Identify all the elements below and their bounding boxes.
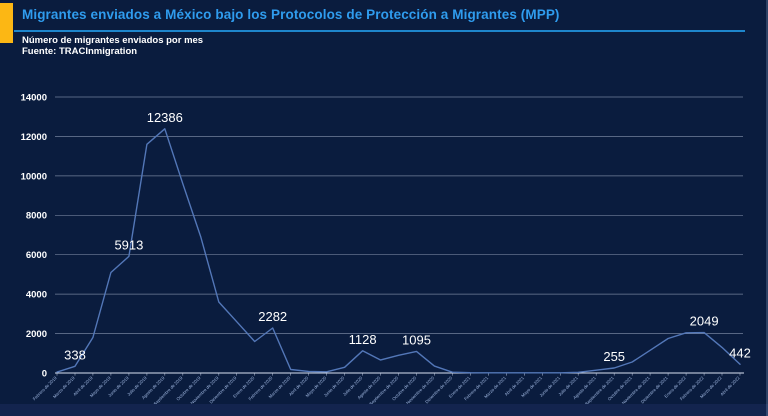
svg-text:8000: 8000 <box>26 211 47 222</box>
svg-text:2000: 2000 <box>26 329 47 340</box>
svg-text:6000: 6000 <box>26 250 47 261</box>
title-underline <box>14 30 745 32</box>
svg-text:2049: 2049 <box>690 314 719 329</box>
svg-text:14000: 14000 <box>21 92 47 103</box>
svg-text:1128: 1128 <box>349 332 377 347</box>
svg-text:1095: 1095 <box>402 332 431 347</box>
svg-text:255: 255 <box>603 349 625 364</box>
svg-text:4000: 4000 <box>26 290 47 301</box>
svg-text:5913: 5913 <box>114 237 143 252</box>
chart-header: Migrantes enviados a México bajo los Pro… <box>14 0 746 57</box>
svg-text:10000: 10000 <box>21 171 47 182</box>
chart-title: Migrantes enviados a México bajo los Pro… <box>22 7 560 22</box>
svg-text:0: 0 <box>42 368 47 379</box>
chart-subtitle: Número de migrantes enviados por mes <box>22 35 204 46</box>
svg-text:338: 338 <box>64 347 86 362</box>
svg-text:2282: 2282 <box>258 309 287 324</box>
svg-text:12000: 12000 <box>21 132 47 143</box>
svg-text:12386: 12386 <box>147 110 183 125</box>
svg-text:Abril de 2022: Abril de 2022 <box>719 375 741 397</box>
chart-source-note: Fuente: TRACInmigration <box>22 46 138 57</box>
frame-right-edge <box>766 0 768 416</box>
bottom-strip <box>0 404 768 416</box>
accent-bar <box>0 3 13 43</box>
svg-text:442: 442 <box>729 345 751 360</box>
